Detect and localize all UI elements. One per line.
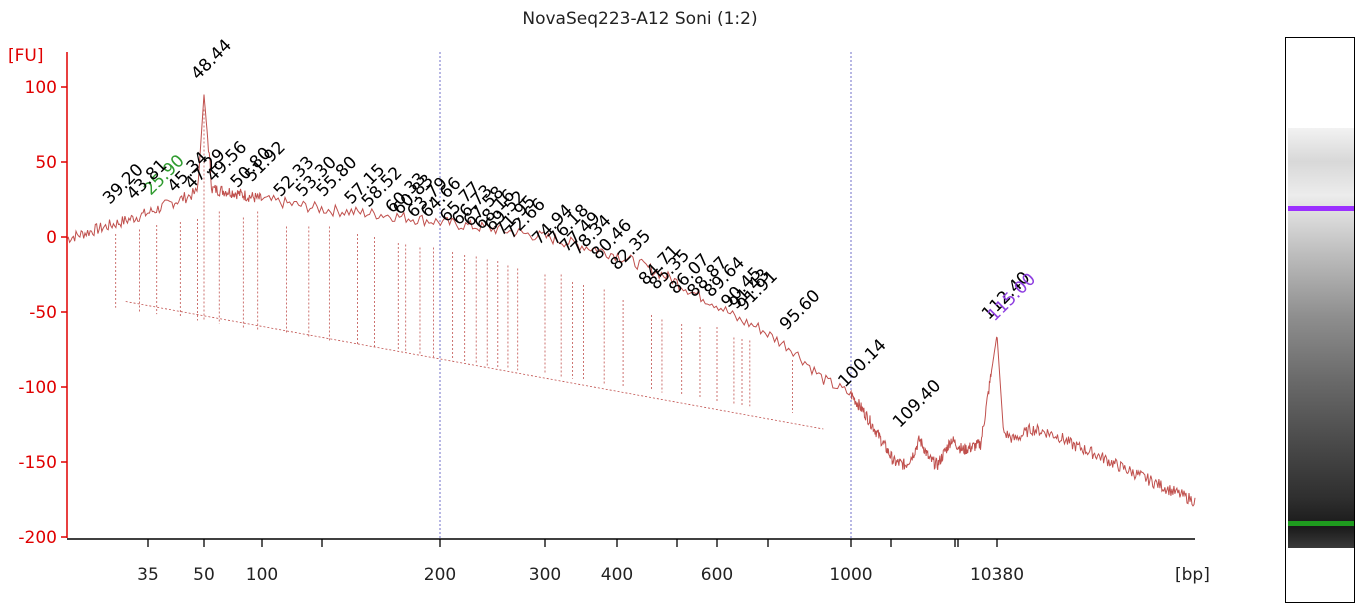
x-tick-label: 600	[701, 565, 733, 585]
gel-lane	[1288, 128, 1354, 548]
signal-trace	[66, 94, 1196, 507]
y-tick-label: -200	[18, 528, 57, 548]
y-tick-label: -100	[18, 378, 57, 398]
x-tick-label: 400	[601, 565, 633, 585]
upper-marker-band	[1288, 205, 1354, 211]
y-tick-label: -50	[29, 303, 57, 323]
y-tick-label: 50	[35, 153, 57, 173]
peak-label: 100.14	[834, 335, 890, 391]
lower-marker-band	[1288, 520, 1354, 526]
electropherogram-chart: NovaSeq223-A12 Soni (1:2) [FU] [bp] 100 5…	[8, 9, 1210, 585]
x-axis-label: [bp]	[1175, 565, 1210, 585]
x-tick-label: 50	[193, 565, 215, 585]
y-tick-label: 100	[25, 78, 57, 98]
x-tick-label: 200	[424, 565, 456, 585]
x-tick-label: 10380	[970, 565, 1024, 585]
peak-label: 95.60	[776, 286, 825, 335]
peak-label: 48.44	[187, 35, 236, 84]
peak-label: 109.40	[889, 376, 945, 432]
x-tick-label: 35	[137, 565, 159, 585]
x-tick-label: 1000	[829, 565, 872, 585]
y-tick-label: -150	[18, 453, 57, 473]
x-tick-label: 300	[529, 565, 561, 585]
y-axis-label: [FU]	[8, 46, 44, 66]
y-tick-label: 0	[46, 228, 57, 248]
gel-image	[1285, 37, 1355, 603]
baseline-dash	[125, 301, 824, 430]
x-tick-label: 100	[246, 565, 278, 585]
chart-title: NovaSeq223-A12 Soni (1:2)	[522, 9, 757, 29]
